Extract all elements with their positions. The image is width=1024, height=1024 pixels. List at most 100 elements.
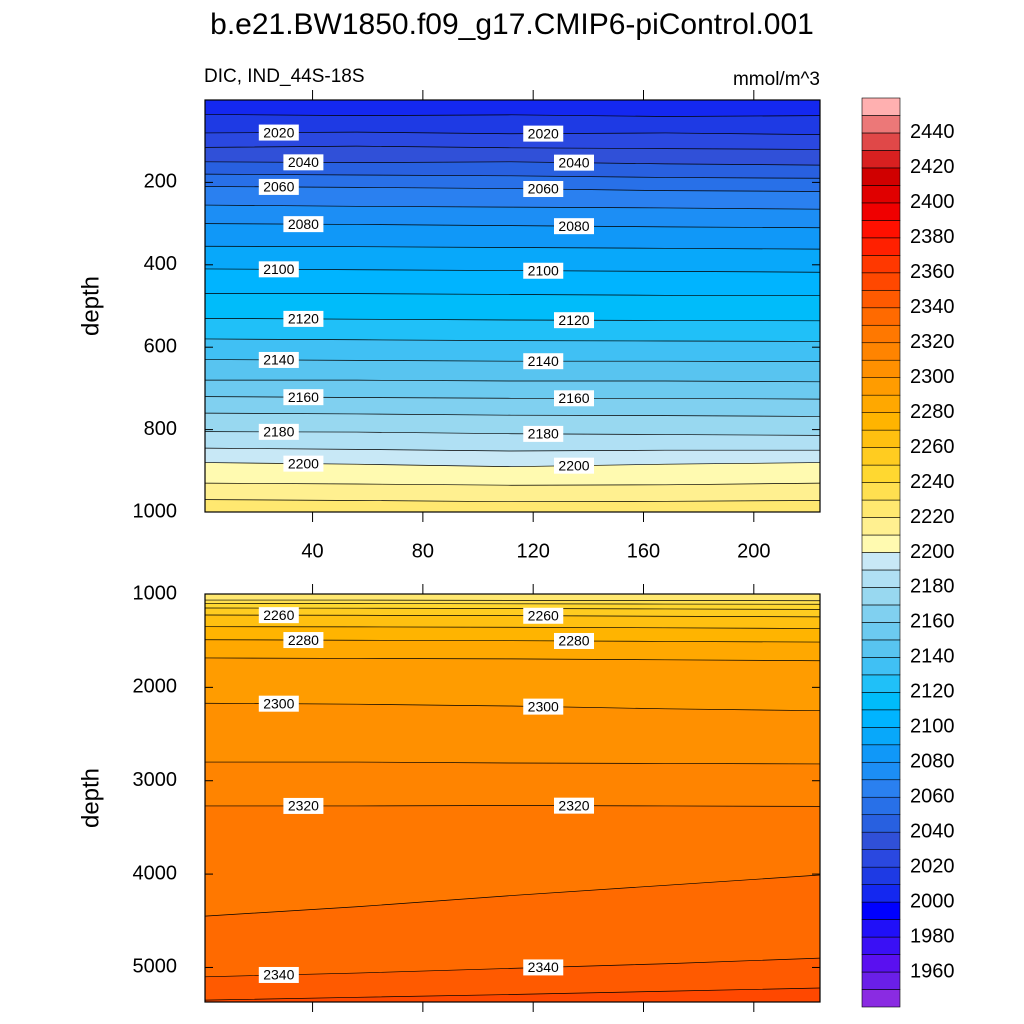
contour-label-box	[258, 695, 299, 712]
colorbar-box	[861, 237, 901, 256]
colorbar-box	[861, 814, 901, 833]
colorbar-box	[861, 727, 901, 746]
colorbar-box	[861, 744, 901, 763]
contour-line	[204, 186, 821, 192]
colorbar-box	[861, 779, 901, 798]
colorbar-label: 2420	[910, 156, 955, 178]
colorbar-box	[861, 622, 901, 641]
contour-line	[205, 293, 821, 297]
contour-label-box	[258, 124, 299, 141]
colorbar-box	[861, 115, 901, 134]
contour-label: 2200	[288, 455, 319, 471]
contour-label: 2080	[288, 216, 319, 232]
y-tick-label: 200	[144, 171, 177, 193]
plot-frame	[204, 593, 821, 1003]
contour-line	[204, 607, 821, 610]
colorbar-box	[861, 289, 901, 309]
contour-label-box	[258, 423, 299, 440]
contour-line	[204, 412, 821, 417]
contour-label: 2160	[288, 389, 319, 405]
contour-label: 2120	[288, 311, 319, 327]
colorbar-label: 2320	[910, 331, 955, 353]
colorbar-label: 2100	[910, 716, 955, 738]
colorbar-box	[861, 202, 901, 221]
contour-line	[204, 204, 821, 210]
colorbar-label: 2260	[910, 436, 955, 458]
contour-line	[204, 987, 821, 1001]
colorbar-label: 2380	[910, 226, 955, 248]
contour-label: 2100	[263, 261, 294, 277]
colorbar-box	[861, 796, 901, 816]
x-tick-label: 80	[412, 540, 434, 562]
colorbar-box	[861, 167, 901, 186]
colorbar-box	[861, 377, 901, 396]
contour-label: 2120	[558, 312, 589, 328]
contour-line	[205, 379, 821, 383]
x-tick-label: 200	[737, 540, 770, 562]
colorbar-box	[861, 272, 901, 291]
y-axis-label: depth	[77, 276, 104, 336]
colorbar-box	[861, 692, 901, 711]
colorbar-label: 2280	[910, 401, 955, 423]
y-tick-label: 1000	[133, 582, 178, 604]
colorbar-box	[861, 552, 901, 571]
subtitle-right: mmol/m^3	[733, 69, 820, 90]
subtitle-left: DIC, IND_44S-18S	[204, 66, 365, 87]
contour-label-box	[523, 425, 564, 442]
contour-line	[204, 245, 821, 250]
contour-line	[204, 447, 820, 452]
contour-label-box	[554, 154, 594, 171]
colorbar-label: 2040	[910, 820, 955, 842]
y-tick-label: 400	[144, 253, 177, 275]
contour-label: 2300	[263, 695, 294, 711]
contour-label-box	[523, 698, 564, 715]
contour-label-box	[523, 353, 564, 370]
contour-label-box	[554, 312, 594, 329]
colorbar-box	[861, 971, 901, 990]
colorbar-box	[861, 185, 901, 204]
colorbar-label: 2080	[910, 751, 955, 773]
colorbar-label: 2120	[910, 681, 955, 703]
colorbar-box	[861, 919, 901, 938]
colorbar-box	[861, 499, 901, 518]
contour-label-box	[258, 966, 299, 983]
contour-label: 2160	[558, 390, 589, 406]
contour-label: 2320	[558, 797, 589, 813]
contour-line	[204, 702, 821, 712]
colorbar-box	[861, 97, 901, 116]
contour-label: 2320	[288, 798, 319, 814]
colorbar-label: 2220	[910, 506, 955, 528]
colorbar-label: 2140	[910, 646, 955, 668]
contour-label: 2040	[558, 154, 589, 170]
colorbar-box	[861, 307, 901, 326]
contour-label-box	[523, 125, 564, 142]
y-tick-label: 1000	[133, 500, 178, 522]
contour-label-box	[283, 154, 324, 171]
y-tick-label: 800	[144, 418, 177, 440]
colorbar-box	[861, 220, 901, 239]
colorbar-box	[861, 569, 901, 588]
contour-line	[204, 957, 821, 978]
contour-label-box	[283, 797, 324, 814]
contour-label: 2140	[263, 352, 294, 368]
colorbar-box	[861, 761, 901, 781]
colorbar-box	[861, 901, 901, 920]
contour-label-box	[523, 262, 564, 279]
colorbar-box	[861, 132, 901, 151]
colorbar-box	[861, 447, 901, 466]
colorbar-box	[861, 831, 901, 850]
colorbar-label: 2300	[910, 366, 955, 388]
contour-label-box	[283, 216, 324, 233]
chart-title: b.e21.BW1850.f09_g17.CMIP6-piControl.001	[210, 8, 814, 41]
contour-line	[204, 874, 821, 917]
contour-label-box	[258, 178, 299, 195]
colorbar-box	[861, 954, 901, 973]
colorbar-box	[861, 849, 901, 868]
contour-label-box	[523, 607, 564, 624]
x-tick-label: 160	[627, 540, 660, 562]
contour-label: 2300	[528, 698, 559, 714]
colorbar-label: 2340	[910, 296, 955, 318]
contour-label: 2340	[263, 967, 294, 983]
contour-label-box	[258, 607, 299, 624]
colorbar-label: 2060	[910, 786, 955, 808]
